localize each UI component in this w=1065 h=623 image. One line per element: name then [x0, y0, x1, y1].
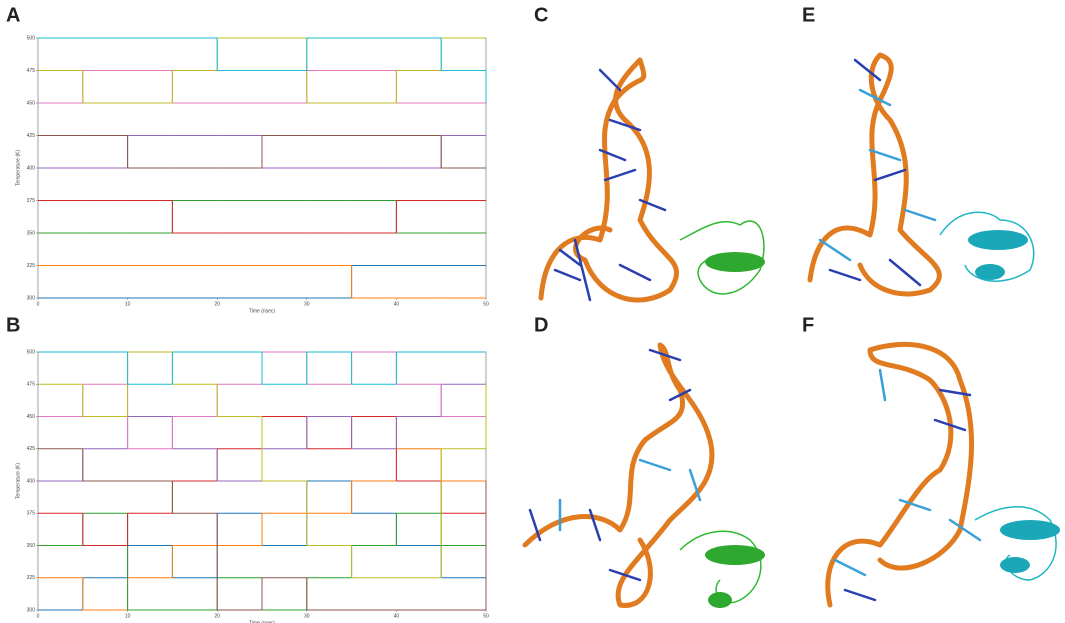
x-tick-label: 30 [304, 613, 310, 619]
x-tick-label: 20 [214, 301, 220, 307]
y-tick-label: 325 [27, 263, 36, 269]
x-tick-label: 40 [394, 301, 400, 307]
x-tick-label: 30 [304, 301, 310, 307]
structure-c [538, 57, 765, 303]
panel-label: B [6, 314, 20, 336]
panel-label: D [534, 314, 548, 336]
y-tick-label: 450 [27, 100, 36, 106]
x-tick-label: 40 [394, 613, 400, 619]
y-axis-label: Temperature (K) [15, 150, 21, 186]
panel-label: E [802, 4, 815, 26]
y-tick-label: 450 [27, 414, 36, 420]
y-tick-label: 475 [27, 382, 36, 388]
y-tick-label: 375 [27, 198, 36, 204]
x-tick-label: 10 [125, 301, 131, 307]
y-tick-label: 300 [27, 607, 36, 613]
y-tick-label: 325 [27, 575, 36, 581]
panel-label: A [6, 4, 20, 26]
panel-label: C [534, 4, 548, 26]
x-tick-label: 10 [125, 613, 131, 619]
y-tick-label: 425 [27, 133, 36, 139]
panel-label: F [802, 314, 814, 336]
structure-f [825, 341, 1060, 608]
x-tick-label: 0 [37, 301, 40, 307]
y-axis-label: Temperature (K) [15, 463, 21, 499]
y-tick-label: 500 [27, 349, 36, 355]
x-tick-label: 50 [483, 613, 489, 619]
x-tick-label: 20 [214, 613, 220, 619]
y-tick-label: 350 [27, 543, 36, 549]
x-axis-label: Time (nsec) [249, 620, 276, 623]
y-tick-label: 375 [27, 511, 36, 517]
x-axis-label: Time (nsec) [249, 308, 276, 314]
y-tick-label: 475 [27, 68, 36, 74]
y-tick-label: 400 [27, 165, 36, 171]
y-tick-label: 350 [27, 230, 36, 236]
y-tick-label: 500 [27, 35, 36, 41]
y-tick-label: 300 [27, 295, 36, 301]
structure-d [522, 342, 765, 608]
y-tick-label: 400 [27, 478, 36, 484]
x-tick-label: 0 [37, 613, 40, 619]
x-tick-label: 50 [483, 301, 489, 307]
structure-e [807, 52, 1035, 297]
y-tick-label: 425 [27, 446, 36, 452]
